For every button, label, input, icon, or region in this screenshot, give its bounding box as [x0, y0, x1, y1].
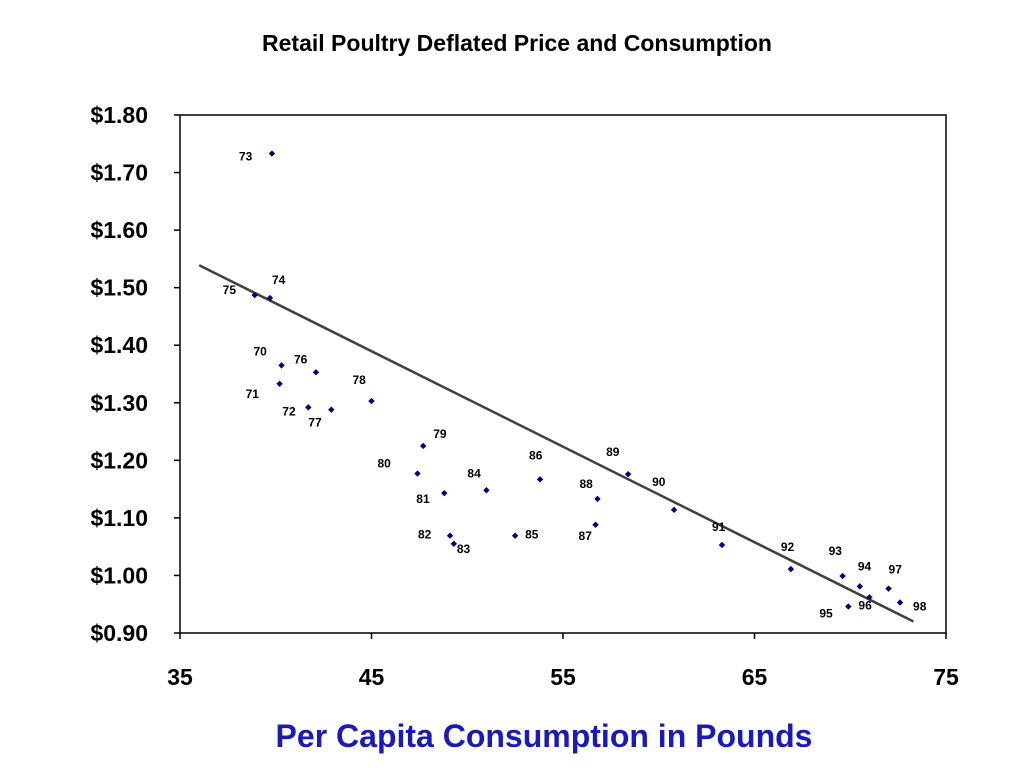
data-point	[670, 506, 678, 514]
data-point	[839, 572, 846, 580]
x-axis: 35 45 55 65 75	[167, 633, 959, 690]
y-tick-label: $1.50	[90, 275, 148, 301]
data-point-label: 76	[294, 352, 308, 366]
data-point-label: 91	[712, 520, 726, 534]
data-point-label: 78	[353, 373, 367, 387]
data-point	[536, 476, 544, 483]
data-point-label: 93	[829, 544, 843, 558]
y-tick-label: $1.60	[90, 217, 148, 243]
data-point-label: 90	[652, 475, 666, 489]
data-point	[624, 470, 632, 478]
data-point	[278, 362, 285, 369]
data-point-label: 88	[579, 477, 593, 491]
chart-title: Retail Poultry Deflated Price and Consum…	[262, 30, 772, 56]
data-point-label: 92	[781, 540, 795, 554]
data-point-label: 89	[606, 445, 620, 459]
y-tick-label: $1.30	[90, 390, 148, 416]
data-points: 70 71 72 73 74 75 76 77 78 79 80 81 82 83 84 85 86 87 88 89…	[223, 150, 927, 621]
y-tick-label: $1.40	[90, 332, 148, 358]
x-tick-label: 45	[359, 664, 385, 690]
data-point-label: 80	[377, 457, 391, 471]
data-point-label: 81	[416, 492, 430, 506]
data-point-label: 84	[467, 466, 481, 480]
data-point	[446, 532, 454, 539]
data-point	[441, 489, 448, 497]
y-axis: $1.80 $1.70 $1.60 $1.50 $1.40 $1.30 $1.20 $1.10…	[90, 102, 180, 646]
x-tick-label: 35	[167, 664, 193, 690]
data-point	[718, 541, 726, 549]
y-tick-label: $1.10	[90, 505, 148, 531]
data-point-label: 82	[418, 528, 432, 542]
data-point-label: 73	[239, 150, 253, 164]
data-point-label: 98	[913, 599, 927, 613]
data-point-label: 87	[579, 529, 593, 543]
x-tick-label: 75	[933, 664, 959, 690]
x-tick-label: 65	[742, 664, 768, 690]
data-point-label: 96	[858, 598, 872, 612]
data-point	[856, 583, 864, 590]
data-point-label: 74	[272, 273, 286, 287]
data-point	[845, 603, 852, 610]
data-point-label: 70	[253, 344, 267, 358]
data-point	[450, 540, 458, 547]
data-point	[328, 406, 335, 413]
data-point-label: 97	[889, 563, 903, 577]
x-axis-label: Per Capita Consumption in Pounds	[276, 718, 813, 754]
data-point	[251, 291, 258, 299]
data-point	[268, 150, 276, 157]
data-point-label: 86	[529, 448, 543, 462]
data-point-label: 75	[223, 283, 237, 297]
data-point	[885, 585, 892, 592]
y-tick-label: $1.80	[90, 102, 148, 128]
x-tick-label: 55	[550, 664, 576, 690]
data-point	[266, 294, 274, 302]
data-point-label: 83	[457, 542, 471, 556]
data-point-label: 77	[308, 416, 322, 430]
data-point	[368, 397, 375, 405]
y-tick-label: $0.90	[90, 620, 148, 646]
data-point	[414, 470, 421, 477]
data-point	[312, 369, 320, 376]
trendline	[198, 264, 915, 623]
y-tick-label: $1.70	[90, 160, 148, 186]
data-point-label: 95	[819, 607, 833, 621]
trendline-group	[198, 264, 915, 623]
data-point-label: 94	[858, 559, 872, 573]
data-point-label: 72	[282, 404, 296, 418]
data-point	[276, 380, 283, 387]
y-tick-label: $1.20	[90, 447, 148, 473]
data-point-label: 85	[525, 528, 539, 542]
data-point	[787, 565, 795, 573]
data-point	[592, 521, 599, 528]
y-tick-label: $1.00	[90, 562, 148, 588]
data-point	[866, 594, 873, 601]
plot-area	[179, 114, 947, 634]
data-point	[305, 404, 312, 411]
data-point-label: 71	[246, 387, 260, 401]
data-point-label: 79	[433, 427, 447, 441]
data-point	[594, 495, 601, 503]
data-point	[420, 442, 427, 450]
data-point	[511, 532, 519, 539]
data-point	[896, 599, 904, 606]
data-point	[483, 487, 490, 494]
